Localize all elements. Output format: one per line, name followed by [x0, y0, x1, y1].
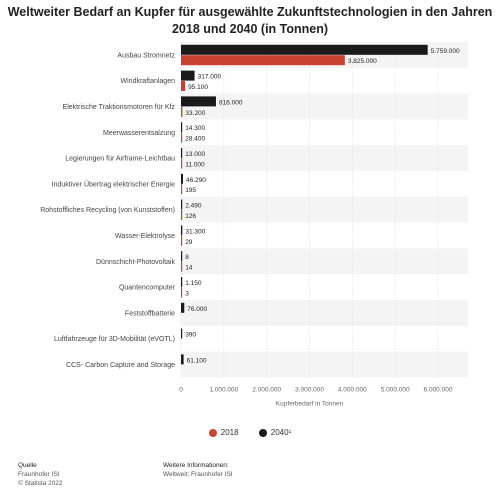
x-tick-label: 3.000.000	[295, 386, 324, 393]
chart-legend: 2018 2040¹	[0, 428, 500, 437]
category-label: Luftfahrzeuge für 3D-Mobilität (eVOTL)	[54, 336, 175, 343]
bar-2040[interactable]	[181, 96, 216, 107]
bar-2018[interactable]	[181, 261, 183, 272]
row-band	[181, 351, 468, 378]
bar-2040[interactable]	[181, 122, 183, 133]
data-label-2040: 2.490	[185, 203, 202, 210]
data-label-2040: 46.290	[186, 177, 206, 184]
legend-swatch-2040	[258, 428, 267, 437]
data-label-2018: 3	[185, 290, 189, 297]
source-block: Quelle Fraunhofer ISI © Statista 2022	[18, 461, 63, 488]
bar-2040[interactable]	[181, 354, 184, 365]
data-label-2040: 390	[185, 332, 196, 339]
legend-item-2040[interactable]: 2040¹	[258, 428, 292, 437]
bar-2018[interactable]	[181, 235, 183, 246]
category-label: Feststoffbatterie	[125, 310, 175, 317]
bar-2040[interactable]	[181, 225, 183, 236]
data-label-2018: 11.000	[185, 161, 205, 168]
bar-2018[interactable]	[181, 158, 183, 169]
category-label: Dünnschicht-Photovoltaik	[96, 259, 175, 266]
category-label: Ausbau Stromnetz	[117, 52, 175, 59]
data-label-2040: 13.000	[185, 151, 205, 158]
data-label-2018: 3.825.000	[348, 58, 377, 65]
legend-label-2018: 2018	[220, 428, 239, 437]
source-name[interactable]: Fraunhofer ISI	[18, 471, 60, 478]
category-label: Legierungen für Airframe-Leichtbau	[65, 156, 175, 163]
data-label-2018: 33.200	[185, 110, 205, 117]
bar-chart: 0 1.000.000 2.000.000 3.000.000 4.000.000 5.0…	[40, 42, 468, 407]
data-label-2040: 317.000	[198, 74, 222, 81]
data-label-2040: 816.000	[219, 99, 243, 106]
category-label: Induktiver Übertrag elektrischer Energie	[52, 180, 175, 188]
bar-2040[interactable]	[181, 148, 183, 158]
x-tick-label: 4.000.000	[338, 386, 367, 393]
row-band	[181, 196, 468, 223]
data-label-2040: 31.300	[185, 228, 205, 235]
data-label-2018: 195	[185, 187, 196, 194]
bar-2018[interactable]	[181, 210, 183, 220]
bar-2040[interactable]	[181, 302, 185, 313]
bar-2040[interactable]	[181, 173, 183, 184]
category-label: Quantencomputer	[119, 285, 176, 292]
bar-2040[interactable]	[181, 199, 183, 210]
data-label-2040: 1.150	[185, 280, 202, 287]
data-label-2040: 8	[185, 254, 189, 261]
source-heading: Quelle	[18, 462, 37, 469]
legend-label-2040: 2040¹	[270, 428, 292, 437]
bar-2040[interactable]	[181, 328, 183, 339]
data-label-2040: 61.100	[187, 357, 207, 364]
bar-2018[interactable]	[181, 81, 186, 91]
info-heading: Weitere Informationen:	[163, 462, 229, 469]
bar-2018[interactable]	[181, 55, 345, 66]
category-label: CCS- Carbon Capture and Storage	[66, 362, 175, 369]
data-label-2040: 5.759.000	[431, 48, 460, 55]
data-label-2018: 14	[185, 265, 193, 272]
bar-2018[interactable]	[181, 106, 183, 117]
bar-2040[interactable]	[181, 277, 183, 287]
legend-item-2018[interactable]: 2018	[208, 428, 239, 437]
x-tick-label: 5.000.000	[381, 386, 410, 393]
data-label-2040: 76.000	[187, 306, 207, 313]
bar-2040[interactable]	[181, 44, 428, 55]
data-label-2018: 95.100	[188, 84, 208, 91]
bar-2018[interactable]	[181, 132, 183, 143]
x-tick-label: 1.000.000	[209, 386, 238, 393]
row-band	[181, 145, 468, 171]
data-label-2018: 29	[185, 239, 193, 246]
category-label: Meerwasserentsalzung	[103, 130, 175, 137]
bar-2040[interactable]	[181, 251, 183, 262]
category-label: Rohstoffliches Recycling (von Kunststoff…	[40, 207, 175, 214]
x-tick-label: 6.000.000	[424, 386, 453, 393]
row-band	[181, 248, 468, 275]
bar-2040[interactable]	[181, 70, 195, 81]
copyright-text[interactable]: © Statista 2022	[18, 480, 63, 487]
row-band	[181, 300, 468, 326]
bar-2018[interactable]	[181, 287, 183, 298]
category-label: Windkraftanlagen	[121, 78, 176, 85]
legend-swatch-2018	[208, 428, 217, 437]
row-band	[181, 93, 468, 120]
x-axis-label: Kupferbedarf in Tonnen	[276, 400, 344, 407]
data-label-2018: 28.400	[185, 136, 205, 143]
data-label-2018: 126	[185, 213, 196, 220]
category-label: Elektrische Traktionsmotoren für Kfz	[63, 104, 176, 111]
category-label: Wasser-Elektrolyse	[115, 233, 175, 240]
info-text: Weltweit; Fraunhofer ISI	[163, 471, 233, 478]
bar-2018[interactable]	[181, 184, 183, 195]
x-tick-label: 0	[179, 386, 183, 393]
info-block: Weitere Informationen: Weltweit; Fraunho…	[163, 461, 233, 479]
data-label-2040: 14.300	[185, 125, 205, 132]
x-tick-label: 2.000.000	[252, 386, 281, 393]
chart-title: Weltweiter Bedarf an Kupfer für ausgewäh…	[7, 5, 493, 36]
